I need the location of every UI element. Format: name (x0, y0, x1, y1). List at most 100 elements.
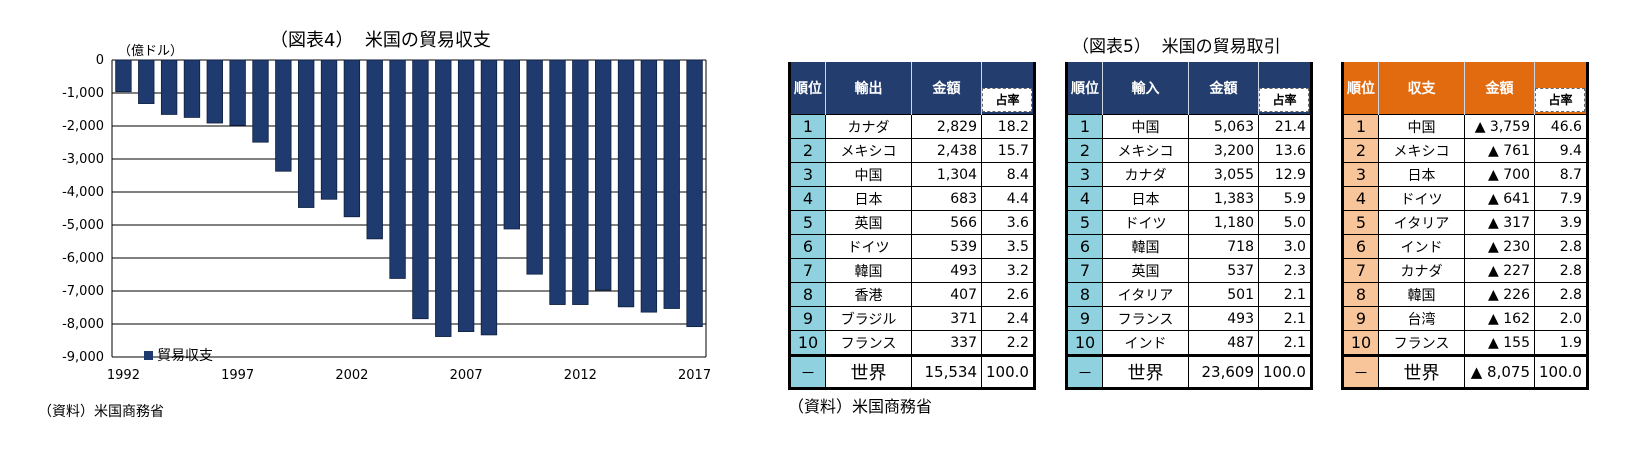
rank-cell: 8 (789, 282, 826, 307)
share-cell: 2.8 (1534, 282, 1588, 307)
amount-cell: 718 (1188, 234, 1259, 259)
rank-cell: 2 (789, 138, 826, 163)
bar-2000 (298, 59, 315, 208)
export-table: 順位 輸出 金額 占率 1 カナダ 2,829 18.2 2 メキシコ 2,438 15.7 3 中国 1,… (788, 62, 1036, 390)
table-row: 9 フランス 493 2.1 (1066, 306, 1312, 331)
amount-cell: ▲ 761 (1464, 138, 1535, 163)
rank-cell: 2 (1342, 138, 1379, 163)
amount-cell: 2,829 (911, 114, 982, 139)
share-cell: 2.3 (1258, 258, 1312, 283)
country-cell: 日本 (1102, 186, 1189, 211)
amount-cell: ▲ 227 (1464, 258, 1535, 283)
table-row: 9 台湾 ▲ 162 2.0 (1342, 306, 1588, 331)
amount-cell: 371 (911, 306, 982, 331)
bar-2016 (663, 59, 680, 309)
rank-cell: 8 (1342, 282, 1379, 307)
share-cell: 2.2 (981, 330, 1035, 356)
amount-cell: 337 (911, 330, 982, 356)
rank-cell: 1 (1066, 114, 1103, 139)
amount-cell: ▲ 226 (1464, 282, 1535, 307)
table-row: 5 ドイツ 1,180 5.0 (1066, 210, 1312, 235)
country-cell: メキシコ (1102, 138, 1189, 163)
country-cell: 韓国 (1102, 234, 1189, 259)
country-cell: 世界 (1102, 354, 1189, 389)
header-amount: 金額 (1188, 62, 1259, 115)
share-cell: 4.4 (981, 186, 1035, 211)
table-row: 2 メキシコ ▲ 761 9.4 (1342, 138, 1588, 163)
rank-cell: 4 (1342, 186, 1379, 211)
table-row: 3 中国 1,304 8.4 (789, 162, 1035, 187)
bar-2008 (480, 59, 498, 336)
x-tick-label: 1997 (221, 368, 254, 383)
y-tick-label: -7,000 (62, 284, 104, 299)
header-name: 輸入 (1102, 62, 1189, 115)
chart-canvas: 0 -1,000 -2,000 -3,000 -4,000 -5,000 -6,000 -7,… (62, 53, 711, 383)
table-row: 5 英国 566 3.6 (789, 210, 1035, 235)
rank-cell: 5 (1066, 210, 1103, 235)
header-rank: 順位 (1342, 62, 1379, 115)
amount-cell: 15,534 (911, 354, 982, 389)
table-row: 1 カナダ 2,829 18.2 (789, 114, 1035, 139)
table-row: 2 メキシコ 3,200 13.6 (1066, 138, 1312, 163)
share-cell: 18.2 (981, 114, 1035, 139)
table-row: 7 英国 537 2.3 (1066, 258, 1312, 283)
rank-cell: 9 (1342, 306, 1379, 331)
amount-cell: 537 (1188, 258, 1259, 283)
rank-cell: 3 (789, 162, 826, 187)
header-share: 占率 (1258, 62, 1312, 115)
amount-cell: ▲ 317 (1464, 210, 1535, 235)
bar-2011 (549, 59, 566, 305)
share-cell: 13.6 (1258, 138, 1312, 163)
amount-cell: 493 (1188, 306, 1259, 331)
amount-cell: ▲ 700 (1464, 162, 1535, 187)
country-cell: 中国 (1378, 114, 1465, 139)
share-cell: 8.4 (981, 162, 1035, 187)
amount-cell: ▲ 641 (1464, 186, 1535, 211)
header-share: 占率 (981, 62, 1035, 115)
table-row: 6 韓国 718 3.0 (1066, 234, 1312, 259)
y-tick-label: -6,000 (62, 251, 104, 266)
tables-source: （資料）米国商務省 (788, 397, 933, 416)
trade-balance-chart: 0 -1,000 -2,000 -3,000 -4,000 -5,000 -6,000 -7,… (0, 0, 760, 455)
bar-2010 (526, 59, 543, 275)
y-tick-label: -2,000 (62, 119, 104, 134)
rank-cell: 6 (789, 234, 826, 259)
country-cell: イタリア (1378, 210, 1465, 235)
rank-cell: 9 (789, 306, 826, 331)
amount-cell: 23,609 (1188, 354, 1259, 389)
country-cell: 英国 (1102, 258, 1189, 283)
total-row: －世界 ▲ 8,075 100.0 (1342, 354, 1588, 389)
bar-2003 (366, 59, 383, 240)
amount-cell: 566 (911, 210, 982, 235)
rank-cell: 4 (1066, 186, 1103, 211)
amount-cell: 683 (911, 186, 982, 211)
bar-1995 (183, 59, 201, 118)
header-rank: 順位 (789, 62, 826, 115)
amount-cell: 2,438 (911, 138, 982, 163)
table-row: 6 ドイツ 539 3.5 (789, 234, 1035, 259)
country-cell: ドイツ (1102, 210, 1189, 235)
amount-cell: 1,304 (911, 162, 982, 187)
bar-2015 (640, 59, 658, 313)
table-row: 7 カナダ ▲ 227 2.8 (1342, 258, 1588, 283)
share-cell: 3.6 (981, 210, 1035, 235)
x-tick-label: 2007 (450, 368, 483, 383)
y-axis-unit: （億ドル） (118, 44, 184, 59)
y-tick-label: -9,000 (62, 350, 104, 365)
share-cell: 2.8 (1534, 234, 1588, 259)
table-row: 8 香港 407 2.6 (789, 282, 1035, 307)
table-row: 7 韓国 493 3.2 (789, 258, 1035, 283)
amount-cell: ▲ 230 (1464, 234, 1535, 259)
share-cell: 9.4 (1534, 138, 1588, 163)
share-cell: 100.0 (1534, 354, 1588, 389)
bar-2004 (389, 59, 406, 279)
table-row: 8 イタリア 501 2.1 (1066, 282, 1312, 307)
bar-2007 (457, 59, 475, 332)
table-row: 3 日本 ▲ 700 8.7 (1342, 162, 1588, 187)
country-cell: 世界 (825, 354, 912, 389)
share-cell: 2.1 (1258, 330, 1312, 356)
bar-1997 (229, 59, 246, 126)
share-cell: 3.2 (981, 258, 1035, 283)
amount-cell: 487 (1188, 330, 1259, 356)
y-tick-label: -3,000 (62, 152, 104, 167)
